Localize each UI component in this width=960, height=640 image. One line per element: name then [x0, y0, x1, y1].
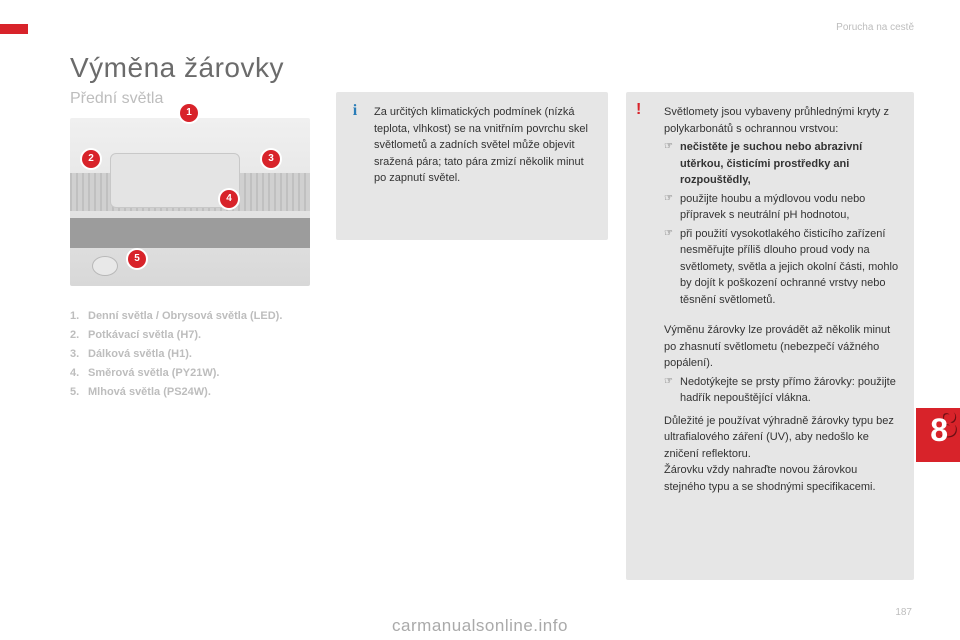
legend-num: 5.	[70, 384, 88, 401]
legend-item: 5. Mlhová světla (PS24W).	[70, 384, 282, 401]
warning-bullet-text: použijte houbu a mýdlovou vodu nebo příp…	[680, 193, 865, 222]
warning-bullet: nečistěte je suchou nebo abrazivní utěrk…	[664, 139, 900, 189]
info-icon: i	[346, 102, 364, 120]
warning-bullets: nečistěte je suchou nebo abrazivní utěrk…	[664, 139, 900, 308]
footer-url: carmanualsonline.info	[0, 616, 960, 636]
diagram-marker-1: 1	[180, 104, 198, 122]
warning-icon: !	[636, 102, 641, 118]
warning-para: Žárovku vždy nahraďte novou žárovkou ste…	[664, 462, 900, 495]
legend-text: Potkávací světla (H7).	[88, 327, 201, 344]
diagram-bumper	[70, 218, 310, 248]
warning-para: Výměnu žárovky lze provádět až několik m…	[664, 322, 900, 372]
diagram-marker-2: 2	[82, 150, 100, 168]
legend-text: Směrová světla (PY21W).	[88, 365, 219, 382]
page-subtitle: Přední světla	[70, 90, 163, 108]
legend-item: 2. Potkávací světla (H7).	[70, 327, 282, 344]
warning-bullets-2: Nedotýkejte se prsty přímo žárovky: použ…	[664, 374, 900, 407]
legend-num: 3.	[70, 346, 88, 363]
legend-list: 1. Denní světla / Obrysová světla (LED).…	[70, 308, 282, 403]
warning-bullet: použijte houbu a mýdlovou vodu nebo příp…	[664, 191, 900, 224]
warning-bullet: při použití vysokotlakého čisticího zaří…	[664, 226, 900, 309]
warning-intro: Světlomety jsou vybaveny průhlednými kry…	[664, 104, 900, 137]
diagram-foglight	[92, 256, 118, 276]
page-title: Výměna žárovky	[70, 52, 284, 84]
legend-item: 1. Denní světla / Obrysová světla (LED).	[70, 308, 282, 325]
red-edge-stripe	[0, 24, 28, 34]
legend-text: Mlhová světla (PS24W).	[88, 384, 211, 401]
legend-num: 1.	[70, 308, 88, 325]
legend-item: 3. Dálková světla (H1).	[70, 346, 282, 363]
diagram-marker-3: 3	[262, 150, 280, 168]
chapter-number: 8	[930, 412, 948, 449]
diagram-marker-4: 4	[220, 190, 238, 208]
legend-num: 4.	[70, 365, 88, 382]
warning-bullet: Nedotýkejte se prsty přímo žárovky: použ…	[664, 374, 900, 407]
warning-bullet-text: při použití vysokotlakého čisticího zaří…	[680, 228, 898, 306]
legend-num: 2.	[70, 327, 88, 344]
warning-para: Důležité je používat výhradně žárovky ty…	[664, 413, 900, 463]
warning-bullet-text: nečistěte je suchou nebo abrazivní utěrk…	[680, 141, 862, 186]
warning-box: ! Světlomety jsou vybaveny průhlednými k…	[626, 92, 914, 580]
info-text: Za určitých klimatických podmínek (nízká…	[374, 104, 594, 187]
warning-bullet-text: Nedotýkejte se prsty přímo žárovky: použ…	[680, 376, 896, 405]
info-box: i Za určitých klimatických podmínek (níz…	[336, 92, 608, 240]
headlight-diagram	[70, 118, 310, 286]
diagram-marker-5: 5	[128, 250, 146, 268]
legend-text: Denní světla / Obrysová světla (LED).	[88, 308, 282, 325]
legend-text: Dálková světla (H1).	[88, 346, 192, 363]
legend-item: 4. Směrová světla (PY21W).	[70, 365, 282, 382]
section-label: Porucha na cestě	[836, 22, 914, 33]
